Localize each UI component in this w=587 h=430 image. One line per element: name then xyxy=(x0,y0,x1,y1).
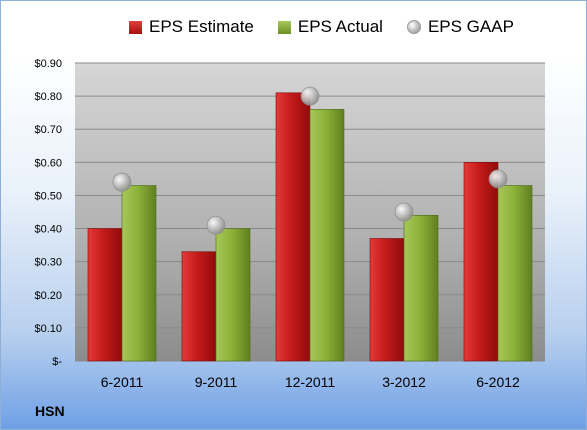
gaap-marker xyxy=(300,86,320,106)
y-tick-label: $- xyxy=(52,356,62,368)
bars xyxy=(87,92,533,362)
legend-swatch-eps-estimate xyxy=(129,20,142,34)
legend-label-eps-actual: EPS Actual xyxy=(297,17,383,36)
y-tick-label: $0.70 xyxy=(34,124,62,136)
legend-label-eps-estimate: EPS Estimate xyxy=(149,17,254,36)
x-tick-label: 9-2011 xyxy=(195,374,238,390)
x-tick-label: 6-2012 xyxy=(476,374,520,390)
legend-item-eps-estimate: EPS Estimate xyxy=(129,17,254,37)
bar xyxy=(275,92,311,362)
bar xyxy=(309,109,345,362)
y-tick-label: $0.30 xyxy=(34,257,62,269)
y-tick-label: $0.20 xyxy=(34,290,62,302)
y-tick-label: $0.50 xyxy=(34,190,62,202)
chart-legend: EPS Estimate EPS Actual EPS GAAP xyxy=(129,17,514,37)
gaap-marker xyxy=(394,202,414,222)
bar xyxy=(369,238,405,362)
bar xyxy=(181,251,217,362)
bar xyxy=(403,215,439,362)
gaap-marker xyxy=(488,169,508,189)
x-tick-label: 12-2011 xyxy=(285,374,336,390)
bar xyxy=(121,185,157,362)
legend-label-eps-gaap: EPS GAAP xyxy=(427,17,514,36)
y-tick-label: $0.10 xyxy=(34,323,62,335)
legend-swatch-eps-gaap xyxy=(406,20,421,34)
gaap-marker xyxy=(112,172,132,192)
ticker-label: HSN xyxy=(35,403,65,419)
bar xyxy=(87,228,123,362)
x-tick-label: 3-2012 xyxy=(382,374,426,390)
y-tick-label: $0.40 xyxy=(34,224,62,236)
y-tick-label: $0.60 xyxy=(34,157,62,169)
axis-labels: $- $0.10 $0.20 $0.30 $0.40 $0.50 $0.60 $0.70 $0.… xyxy=(34,58,520,390)
y-tick-label: $0.90 xyxy=(34,58,62,70)
legend-swatch-eps-actual xyxy=(277,20,291,34)
bar xyxy=(215,228,251,362)
gaap-markers xyxy=(112,86,508,235)
bar xyxy=(497,185,533,362)
legend-item-eps-gaap: EPS GAAP xyxy=(406,17,514,37)
y-tick-label: $0.80 xyxy=(34,91,62,103)
bar xyxy=(463,162,499,362)
legend-item-eps-actual: EPS Actual xyxy=(277,17,383,37)
x-tick-label: 6-2011 xyxy=(101,374,144,390)
gaap-marker xyxy=(206,215,226,235)
